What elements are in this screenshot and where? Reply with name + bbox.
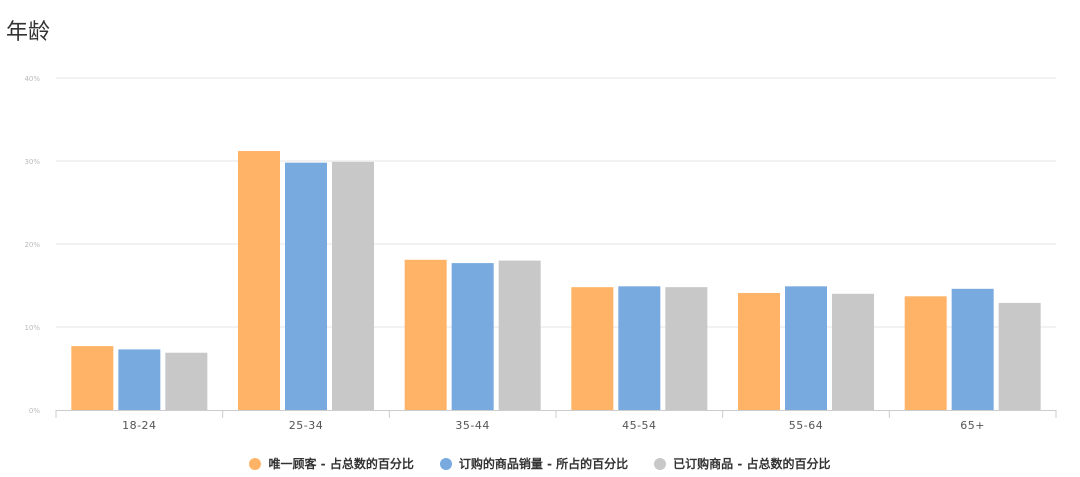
x-tick-label: 55-64: [789, 419, 823, 432]
chart-legend: 唯一顾客 - 占总数的百分比 订购的商品销量 - 所占的百分比 已订购商品 - 占总…: [0, 455, 1080, 472]
legend-item[interactable]: 唯一顾客 - 占总数的百分比: [249, 455, 414, 472]
bar: [285, 162, 327, 410]
y-tick-label: 20%: [24, 241, 40, 249]
bar-chart: 0% 10% 20% 30% 40% 18-24 25-34 35-44 45-54 55-64 6…: [24, 75, 1057, 432]
bar: [738, 292, 780, 410]
legend-item[interactable]: 已订购商品 - 占总数的百分比: [654, 455, 831, 472]
bar: [238, 151, 280, 411]
chart-title: 年龄: [6, 20, 51, 45]
y-tick-label: 10%: [24, 324, 40, 332]
legend-item[interactable]: 订购的商品销量 - 所占的百分比: [439, 455, 629, 472]
y-tick-label: 30%: [24, 158, 40, 166]
legend-label: 已订购商品 - 占总数的百分比: [673, 457, 831, 471]
bar: [904, 296, 947, 410]
x-tick-label: 18-24: [122, 419, 156, 432]
bar: [951, 288, 994, 410]
bar: [571, 287, 614, 410]
bar: [618, 286, 661, 410]
legend-label: 唯一顾客 - 占总数的百分比: [268, 457, 414, 471]
bar: [998, 302, 1041, 410]
x-tick-label: 35-44: [455, 419, 489, 432]
bar: [498, 260, 541, 410]
y-tick-label: 0%: [29, 407, 40, 415]
legend-swatch: [654, 457, 667, 470]
bar: [404, 259, 447, 410]
x-tick-label: 45-54: [622, 419, 656, 432]
y-tick-label: 40%: [24, 75, 40, 83]
bar: [118, 349, 161, 410]
bar: [785, 286, 827, 410]
legend-label: 订购的商品销量 - 所占的百分比: [458, 457, 629, 471]
legend-swatch: [439, 457, 452, 470]
bar: [165, 352, 208, 410]
x-tick-label: 65+: [960, 419, 985, 432]
x-tick-label: 25-34: [289, 419, 323, 432]
bar: [665, 287, 708, 410]
bar: [832, 293, 874, 410]
bar: [332, 161, 374, 410]
bar: [451, 263, 494, 410]
bar: [71, 346, 114, 410]
legend-swatch: [249, 457, 262, 470]
